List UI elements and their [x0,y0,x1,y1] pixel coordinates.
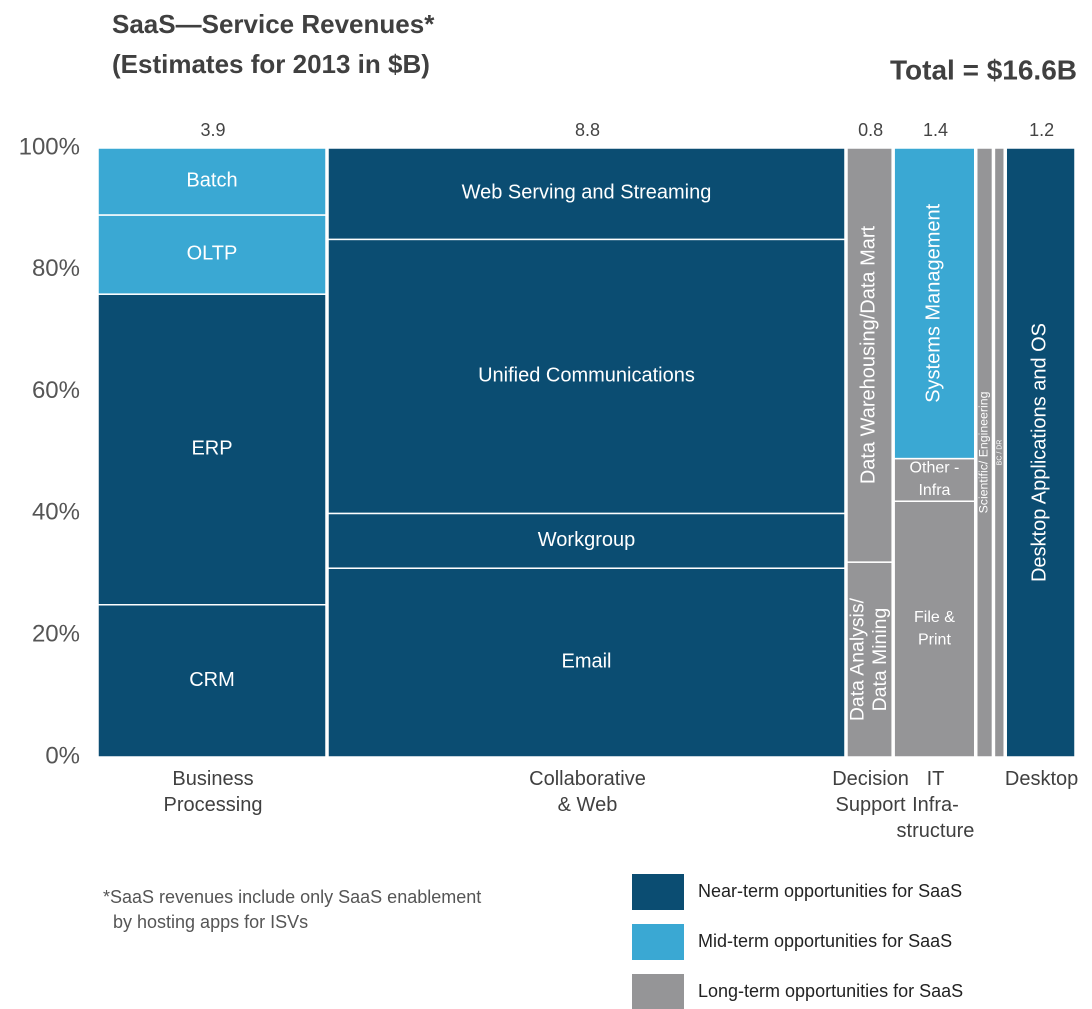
label: OLTP [187,243,238,265]
y-tick-label: 60% [32,377,80,404]
segment [846,147,893,563]
label-group: Desktop Applications and OS [1029,323,1051,582]
column-total: 0.8 [858,120,883,140]
column-label: Decision Support [832,768,909,816]
label-line: OLTP [187,243,238,265]
label-line: Batch [186,170,237,192]
label: Scientific/ Engineering [977,391,991,513]
label-line: Systems Management [923,203,945,402]
column-total: 3.9 [200,120,225,140]
label-line: Collaborative [529,768,646,790]
chart-title: SaaS—Service Revenues* [112,9,435,39]
label: CRM [189,669,235,691]
y-tick-label: 80% [32,255,80,282]
column-total: 8.8 [575,120,600,140]
label-line: Workgroup [538,529,635,551]
label-line: structure [897,820,975,842]
y-tick-label: 100% [19,133,80,160]
segment [97,604,327,758]
label-line: Processing [164,794,263,816]
label: BC / DR [996,440,1003,466]
label: Other - Infra [910,460,960,499]
segment [327,147,846,241]
label: File & Print [914,609,955,648]
label-line: File & [914,609,955,626]
label: Workgroup [538,529,635,551]
legend-label: Long-term opportunities for SaaS [698,981,963,1001]
legend-swatch [632,874,684,910]
footnote: *SaaS revenues include only SaaS enablem… [103,887,481,907]
label-line: Desktop Applications and OS [1029,323,1051,582]
segment [327,567,846,758]
label-line: BC / DR [996,440,1003,466]
label-group: Systems Management [923,203,945,402]
segment [327,238,846,515]
label-line: Business [172,768,253,790]
column-label: Desktop [1005,768,1078,790]
y-tick-label: 40% [32,499,80,526]
segment [893,500,976,758]
column-total: 1.2 [1029,120,1054,140]
segment [846,561,893,758]
label: Web Serving and Streaming [462,182,712,204]
segment [993,147,1005,758]
label-group: Data Warehousing/Data Mart [858,225,880,484]
column-label: IT Infra-structure [897,768,975,842]
label-group: Data Analysis/Data Mining [847,597,891,721]
label-line: IT [927,768,945,790]
label: Desktop Applications and OS [1029,323,1051,582]
label-line: Email [561,651,611,673]
label-line: Infra [918,482,950,499]
label-line: Scientific/ Engineering [977,391,991,513]
label-line: Other - [910,460,960,477]
label: Unified Communications [478,365,695,387]
segment [893,457,976,502]
legend-label: Mid-term opportunities for SaaS [698,931,952,951]
label-line: Infra- [912,794,959,816]
label: Systems Management [923,203,945,402]
segment [893,147,976,460]
label-line: ERP [191,438,232,460]
total-label: Total = $16.6B [890,54,1077,85]
label: Data Warehousing/Data Mart [858,225,880,484]
segment [327,512,846,569]
label-line: Support [836,794,906,816]
column-label: Collaborative & Web [529,768,646,816]
segment [975,147,994,758]
label: Email [561,651,611,673]
label-line: Data Warehousing/Data Mart [858,225,880,484]
label-group: Scientific/ Engineering [977,391,991,513]
legend-label: Near-term opportunities for SaaS [698,881,962,901]
column-total: 1.4 [923,120,948,140]
label: ERP [191,438,232,460]
label-line: & Web [558,794,618,816]
legend-swatch [632,974,684,1009]
segment [97,147,327,216]
label-line: Desktop [1005,768,1078,790]
label-line: CRM [189,669,235,691]
segment [1005,147,1076,758]
y-tick-label: 20% [32,621,80,648]
legend-swatch [632,924,684,960]
chart-subtitle: (Estimates for 2013 in $B) [112,49,430,79]
label: Data Analysis/Data Mining [847,597,891,721]
label-line: Decision [832,768,909,790]
label-line: Unified Communications [478,365,695,387]
y-tick-label: 0% [45,742,80,769]
footnote: by hosting apps for ISVs [113,912,308,932]
label-line: Web Serving and Streaming [462,182,712,204]
label-line: Print [918,632,951,649]
label-line: Data Mining [869,608,891,712]
label-group: BC / DR [996,440,1003,466]
column-label: Business Processing [164,768,263,816]
label-line: Data Analysis/ [847,597,869,721]
segment [97,293,327,606]
label: Batch [186,170,237,192]
